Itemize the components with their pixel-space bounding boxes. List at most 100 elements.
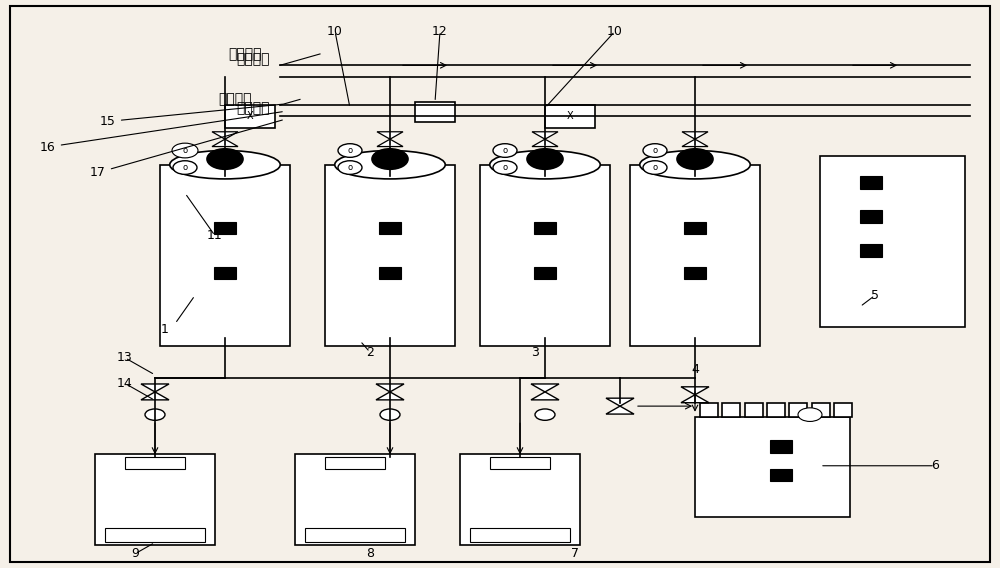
Text: 干燥空气: 干燥空气: [218, 93, 252, 106]
Bar: [325, 165, 455, 346]
Polygon shape: [682, 139, 708, 147]
Text: o: o: [652, 163, 658, 172]
Bar: [490, 457, 550, 469]
Circle shape: [338, 144, 362, 157]
Bar: [767, 403, 785, 417]
Bar: [214, 222, 236, 234]
Circle shape: [798, 408, 822, 421]
Circle shape: [173, 144, 197, 157]
Text: 8: 8: [366, 548, 374, 560]
Circle shape: [145, 409, 165, 420]
Bar: [225, 105, 275, 128]
Text: 9: 9: [131, 548, 139, 560]
Bar: [295, 454, 415, 545]
Polygon shape: [531, 384, 559, 392]
Circle shape: [380, 409, 400, 420]
Polygon shape: [681, 387, 709, 395]
Circle shape: [535, 409, 555, 420]
Polygon shape: [212, 132, 238, 139]
Bar: [770, 469, 792, 481]
Circle shape: [493, 161, 517, 174]
Circle shape: [338, 161, 362, 174]
Bar: [534, 222, 556, 234]
Ellipse shape: [335, 151, 445, 179]
Polygon shape: [376, 384, 404, 392]
Polygon shape: [532, 132, 558, 139]
Bar: [214, 267, 236, 279]
Ellipse shape: [490, 151, 600, 179]
Text: 15: 15: [100, 104, 282, 128]
Bar: [379, 267, 401, 279]
Circle shape: [677, 149, 713, 169]
Bar: [860, 210, 882, 223]
Circle shape: [643, 161, 667, 174]
Text: o: o: [347, 163, 353, 172]
Text: X: X: [247, 111, 253, 122]
Bar: [305, 528, 405, 542]
Bar: [789, 403, 807, 417]
Bar: [684, 267, 706, 279]
Bar: [160, 165, 290, 346]
Text: 13: 13: [117, 352, 133, 364]
Bar: [770, 440, 792, 453]
Polygon shape: [681, 395, 709, 403]
Text: 10: 10: [327, 25, 343, 37]
Bar: [700, 403, 718, 417]
Bar: [860, 244, 882, 257]
Circle shape: [207, 149, 243, 169]
Bar: [545, 105, 595, 128]
Ellipse shape: [640, 151, 750, 179]
Circle shape: [173, 161, 197, 174]
Text: 3: 3: [531, 346, 539, 358]
Bar: [325, 457, 385, 469]
Circle shape: [172, 143, 198, 158]
Ellipse shape: [170, 151, 280, 179]
Text: 16: 16: [40, 112, 282, 153]
Bar: [460, 454, 580, 545]
Text: o: o: [652, 146, 658, 155]
Bar: [812, 403, 830, 417]
Circle shape: [493, 144, 517, 157]
Polygon shape: [682, 132, 708, 139]
Text: X: X: [567, 111, 573, 122]
Text: o: o: [182, 163, 188, 172]
Bar: [125, 457, 185, 469]
Bar: [105, 528, 205, 542]
Circle shape: [372, 149, 408, 169]
Bar: [534, 267, 556, 279]
Text: 11: 11: [207, 229, 223, 242]
Text: 4: 4: [691, 363, 699, 375]
Polygon shape: [377, 132, 403, 139]
Polygon shape: [141, 392, 169, 400]
Text: 7: 7: [571, 548, 579, 560]
Bar: [834, 403, 852, 417]
Bar: [630, 165, 760, 346]
Text: o: o: [502, 146, 508, 155]
Bar: [95, 454, 215, 545]
Bar: [470, 528, 570, 542]
Bar: [745, 403, 763, 417]
Bar: [379, 222, 401, 234]
Text: 17: 17: [90, 120, 282, 179]
Text: o: o: [502, 163, 508, 172]
Text: 干燥空气: 干燥空气: [237, 101, 270, 115]
Text: 高纯氮气: 高纯氮气: [237, 53, 270, 66]
Circle shape: [527, 149, 563, 169]
Polygon shape: [212, 139, 238, 147]
Text: 高纯氮气: 高纯氮气: [228, 47, 262, 61]
Circle shape: [643, 144, 667, 157]
Bar: [684, 222, 706, 234]
Text: o: o: [347, 146, 353, 155]
Bar: [722, 403, 740, 417]
Text: 2: 2: [366, 346, 374, 358]
Text: 5: 5: [871, 289, 879, 302]
Bar: [695, 417, 850, 517]
Polygon shape: [532, 139, 558, 147]
Text: 12: 12: [432, 25, 448, 37]
Text: o: o: [182, 146, 188, 155]
Polygon shape: [377, 139, 403, 147]
Text: 14: 14: [117, 377, 133, 390]
Polygon shape: [376, 392, 404, 400]
Bar: [860, 176, 882, 189]
Polygon shape: [531, 392, 559, 400]
